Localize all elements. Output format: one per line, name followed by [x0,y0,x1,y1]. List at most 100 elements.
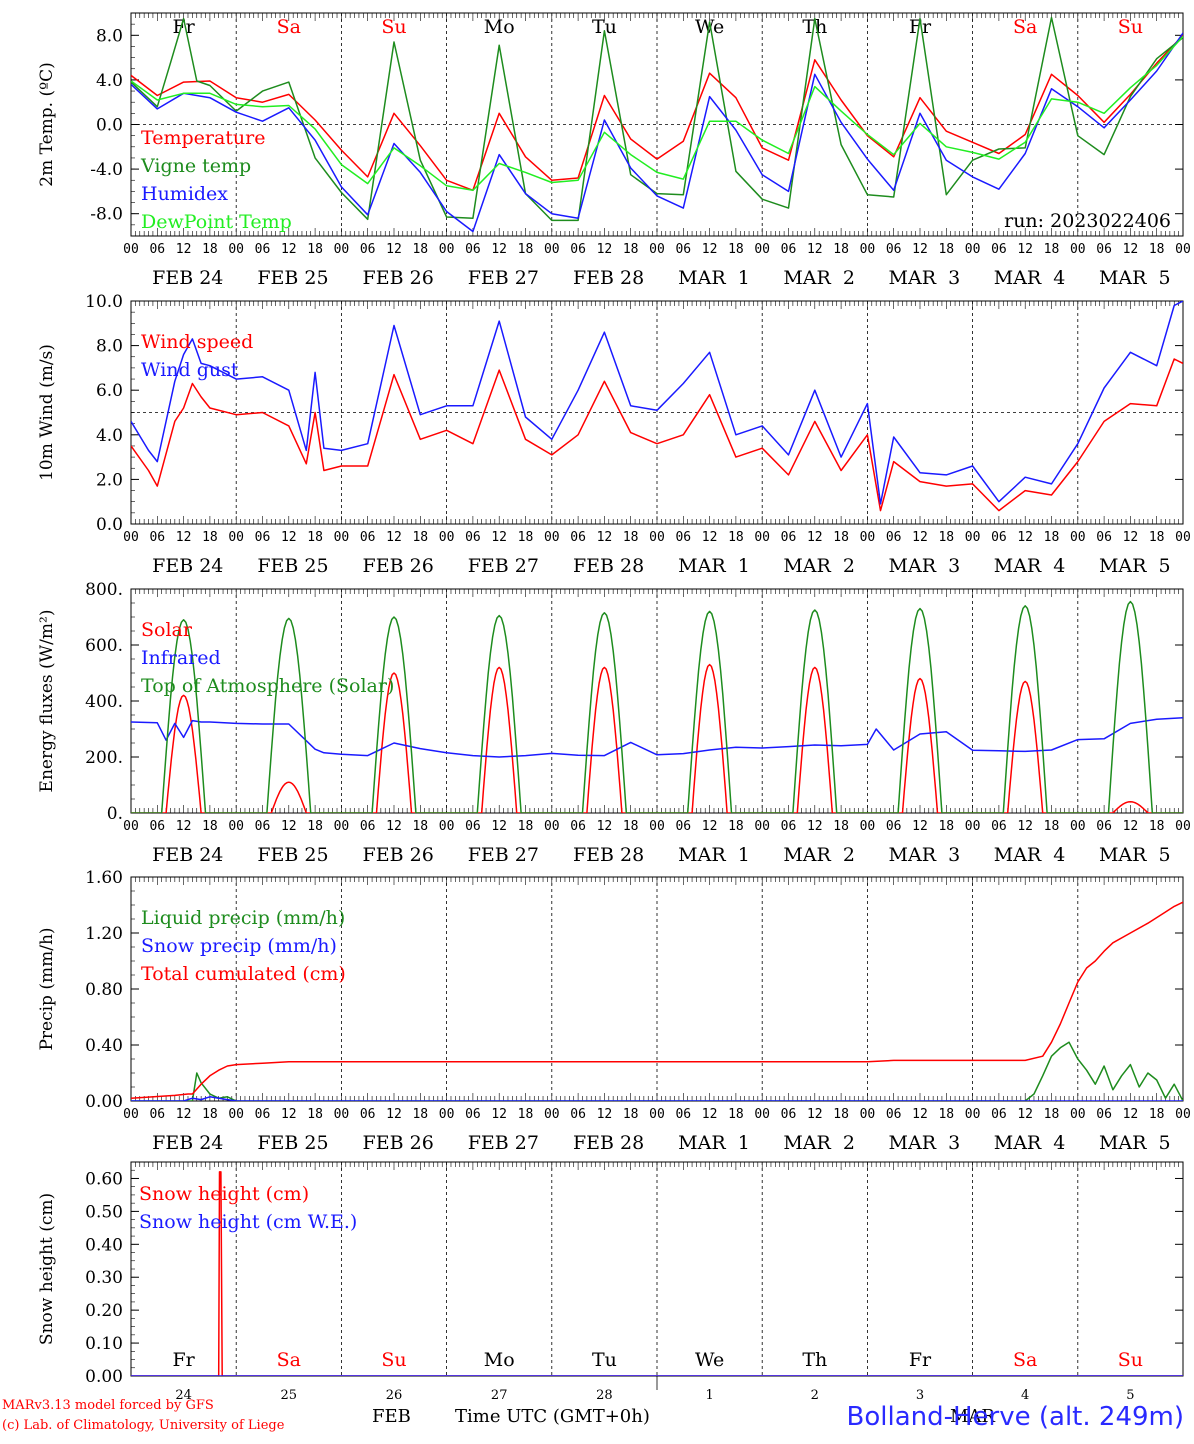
weekday-label: Fr [172,1349,195,1371]
x-hour-label: 00 [965,530,981,545]
panel-wind: 10.0 8.0 6.0 4.0 2.0 0.0 10m Wind (m/s) 00 06 12 1… [37,292,1191,577]
x-hour-label: 18 [307,819,323,834]
legend-entry: Total cumulated (cm) [141,963,346,985]
x-date-label: FEB 25 [257,844,328,866]
x-date-label: FEB 27 [468,844,539,866]
x-hour-label: 06 [149,1107,165,1122]
x-hour-label: 18 [202,819,218,834]
x-hour-label: 06 [149,819,165,834]
x-hour-label: 06 [465,819,481,834]
x-hour-label: 18 [518,242,534,257]
legend-entry: Snow height (cm) [139,1183,309,1205]
x-hour-label: 00 [649,242,665,257]
x-hour-label: 12 [1123,242,1139,257]
x-hour-label: 12 [1017,530,1033,545]
x-hour-label: 06 [465,242,481,257]
y-tick-label: 4.0 [96,426,123,446]
y-tick-label: 4.0 [96,71,123,91]
x-hour-label: 18 [833,530,849,545]
weekday-label: We [695,1349,724,1371]
weekday-label: Fr [172,16,195,38]
time-axis-label: Time UTC (GMT+0h) [455,1406,650,1427]
x-hour-label: 00 [1175,819,1191,834]
x-hour-label: 00 [123,819,139,834]
x-date-label: MAR 5 [1099,844,1171,866]
x-hour-label: 18 [833,242,849,257]
x-hour-label: 00 [1175,530,1191,545]
x-hour-label: 18 [307,242,323,257]
x-hour-label: 18 [1044,1107,1060,1122]
x-hour-label: 06 [886,242,902,257]
x-hour-label: 18 [728,1107,744,1122]
x-date-label: FEB 28 [573,267,644,289]
month-label-feb: FEB [372,1406,411,1427]
x-hour-label: 18 [518,530,534,545]
x-hour-label: 18 [1044,530,1060,545]
x-date-label: MAR 5 [1099,1132,1171,1154]
x-date-label: MAR 1 [678,267,750,289]
legend-entry: Top of Atmosphere (Solar) [141,675,394,697]
y-tick-label: 400. [85,692,123,712]
weekday-label: Su [1118,1349,1143,1371]
x-hour-label: 06 [675,819,691,834]
series-line-snow-precip-mm-h- [131,1096,1183,1101]
x-hour-label: 12 [912,530,928,545]
y-tick-label: 0.30 [85,1268,123,1288]
weekday-label: Fr [909,1349,932,1371]
x-hour-label: 12 [386,242,402,257]
x-date-label: FEB 25 [257,1132,328,1154]
x-hour-label: 06 [149,530,165,545]
x-hour-label: 18 [623,530,639,545]
legend-entry: Wind speed [141,331,253,353]
x-hour-label: 18 [1044,242,1060,257]
y-axis-label: 2m Temp. (ºC) [37,62,57,187]
legend-entry: Snow precip (mm/h) [141,935,337,957]
x-hour-label: 00 [544,819,560,834]
y-axis-label: Energy fluxes (W/m²) [37,610,57,793]
x-hour-label: 00 [754,530,770,545]
x-date-label: FEB 27 [468,555,539,577]
x-date-label: MAR 1 [678,555,750,577]
x-hour-label: 06 [255,530,271,545]
x-hour-label: 12 [702,819,718,834]
x-hour-label: 18 [1149,819,1165,834]
x-hour-label: 06 [1096,819,1112,834]
y-tick-label: 8.0 [96,26,123,46]
weekday-label: Th [802,16,827,38]
x-hour-label: 12 [702,530,718,545]
weekday-label: Tu [592,16,617,38]
x-hour-label: 06 [465,530,481,545]
x-date-label: MAR 2 [783,1132,855,1154]
x-date-label: MAR 2 [783,555,855,577]
x-hour-label: 00 [228,242,244,257]
weekday-label: Su [381,16,406,38]
x-hour-label: 06 [991,819,1007,834]
x-date-label: MAR 1 [678,1132,750,1154]
x-hour-label: 06 [675,530,691,545]
x-hour-label: 00 [544,530,560,545]
x-hour-label: 18 [623,819,639,834]
x-hour-label: 00 [334,530,350,545]
x-hour-label: 18 [412,530,428,545]
x-hour-label: 12 [702,242,718,257]
legend-entry: Vigne temp [140,155,251,177]
x-hour-label: 06 [781,1107,797,1122]
y-axis-label: 10m Wind (m/s) [37,344,57,481]
x-hour-label: 00 [754,242,770,257]
x-hour-label: 00 [1070,1107,1086,1122]
y-tick-label: 0.40 [85,1235,123,1255]
x-hour-label: 12 [912,819,928,834]
x-hour-label: 06 [570,1107,586,1122]
series-layer-wind [131,301,1183,512]
x-hour-label: 06 [149,242,165,257]
x-hour-label: 06 [991,242,1007,257]
x-hour-label: 00 [123,530,139,545]
x-date-label: FEB 28 [573,844,644,866]
x-date-label: MAR 5 [1099,555,1171,577]
x-hour-label: 18 [1044,819,1060,834]
x-hour-label: 06 [675,242,691,257]
weekday-label: Sa [277,16,301,38]
x-hour-label: 00 [439,819,455,834]
x-hour-label: 06 [570,242,586,257]
series-line-top-of-atmosphere-solar- [131,600,1183,813]
